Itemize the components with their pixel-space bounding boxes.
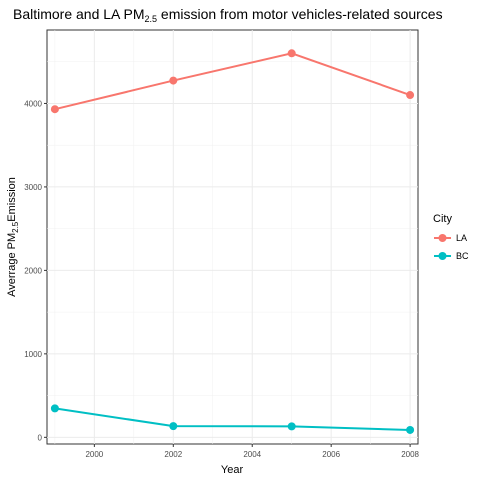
- y-axis-title: Averrage PM2.5Emission: [6, 177, 20, 297]
- point-la: [288, 49, 296, 57]
- x-axis-title: Year: [221, 464, 244, 476]
- legend: City LA BC: [433, 213, 469, 261]
- y-tick-label: 2000: [24, 266, 42, 275]
- legend-item-la: LA: [434, 233, 467, 243]
- x-tick-label: 2000: [85, 450, 103, 459]
- point-la: [169, 77, 177, 85]
- point-bc: [288, 422, 296, 430]
- legend-label: LA: [456, 233, 467, 243]
- y-axis: 0 1000 2000 3000 4000: [24, 99, 47, 442]
- x-tick-label: 2004: [243, 450, 261, 459]
- point-la: [51, 105, 59, 113]
- x-axis: 2000 2002 2004 2006 2008: [85, 444, 419, 459]
- x-tick-label: 2006: [322, 450, 340, 459]
- legend-item-bc: BC: [434, 251, 469, 261]
- plot-panel: [47, 30, 418, 444]
- y-tick-label: 1000: [24, 350, 42, 359]
- x-tick-label: 2008: [401, 450, 419, 459]
- point-la: [406, 91, 414, 99]
- point-bc: [169, 422, 177, 430]
- y-tick-label: 0: [38, 433, 43, 442]
- point-bc: [406, 426, 414, 434]
- legend-key-point: [439, 252, 447, 260]
- legend-key-point: [439, 234, 447, 242]
- point-bc: [51, 404, 59, 412]
- y-tick-label: 4000: [24, 99, 42, 108]
- x-tick-label: 2002: [164, 450, 182, 459]
- legend-label: BC: [456, 251, 469, 261]
- legend-title: City: [433, 213, 452, 225]
- chart-title: Baltimore and LA PM2.5 emission from mot…: [13, 6, 443, 24]
- y-tick-label: 3000: [24, 183, 42, 192]
